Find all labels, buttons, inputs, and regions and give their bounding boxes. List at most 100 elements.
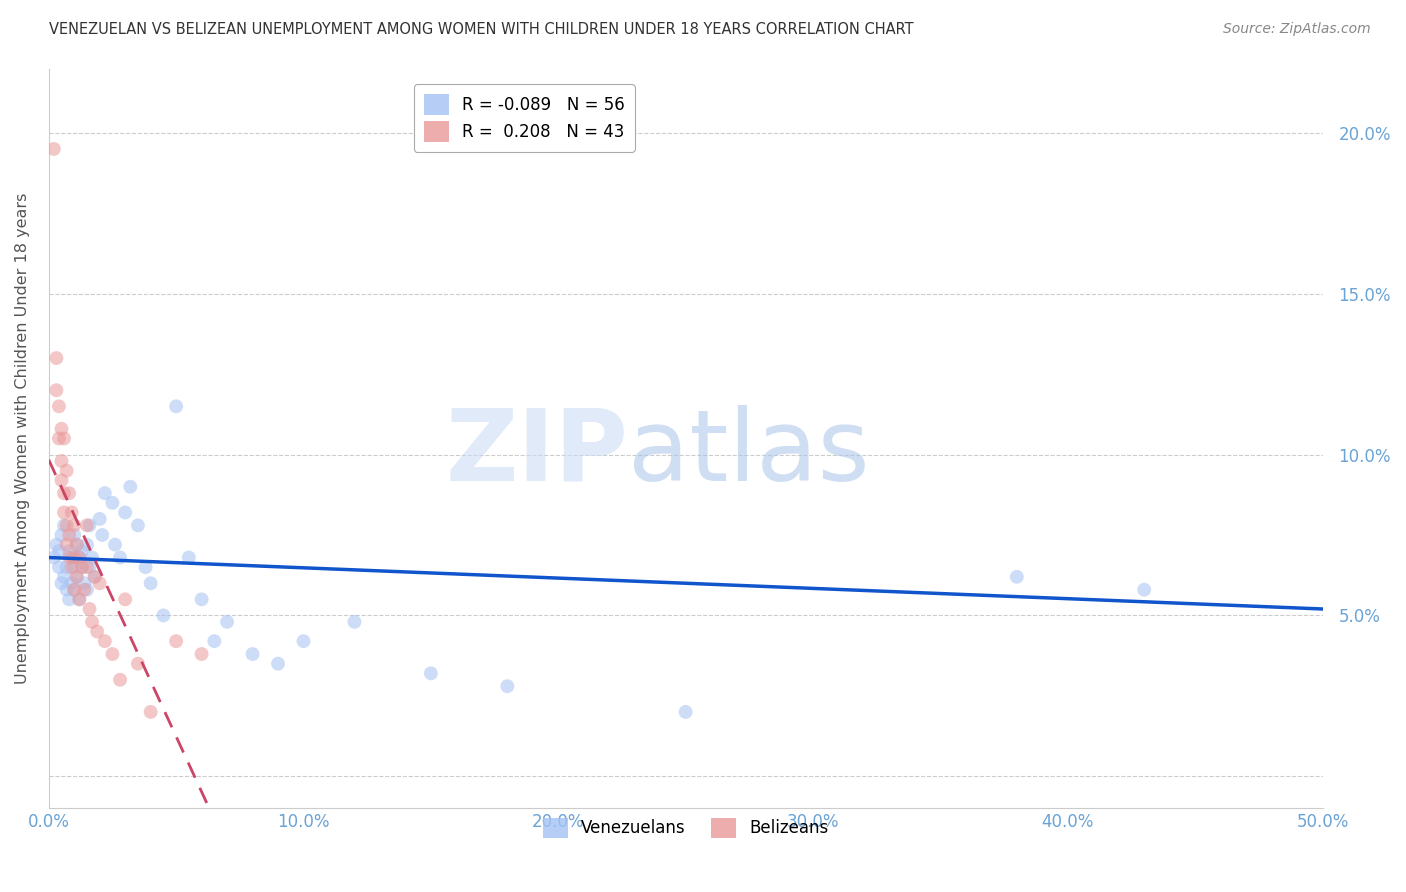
Point [108, 550, 131, 565]
Point [53, 486, 76, 500]
Point [66, 538, 89, 552]
Point [55, 464, 77, 478]
Point [53, 518, 76, 533]
Point [94, 486, 117, 500]
Point [53, 506, 76, 520]
Point [70, 560, 93, 574]
Point [63, 582, 86, 597]
Point [80, 550, 103, 565]
Point [63, 582, 86, 597]
Point [67, 592, 90, 607]
Point [73, 576, 96, 591]
Point [675, 705, 697, 719]
Point [79, 560, 101, 574]
Point [55, 538, 77, 552]
Point [76, 518, 98, 533]
Text: ZIP: ZIP [446, 405, 628, 502]
Point [58, 486, 80, 500]
Point [76, 582, 98, 597]
Point [267, 657, 290, 671]
Point [70, 560, 93, 574]
Point [242, 647, 264, 661]
Point [79, 602, 101, 616]
Point [114, 506, 136, 520]
Point [101, 647, 124, 661]
Point [51, 528, 73, 542]
Point [42, 142, 65, 156]
Point [108, 673, 131, 687]
Point [67, 592, 90, 607]
Point [66, 538, 89, 552]
Point [51, 422, 73, 436]
Point [76, 560, 98, 574]
Point [53, 432, 76, 446]
Point [53, 570, 76, 584]
Point [73, 582, 96, 597]
Text: atlas: atlas [628, 405, 870, 502]
Point [139, 705, 162, 719]
Point [83, 570, 105, 584]
Point [45, 538, 67, 552]
Point [292, 634, 315, 648]
Point [55, 582, 77, 597]
Point [80, 615, 103, 629]
Point [48, 432, 70, 446]
Point [1133, 582, 1156, 597]
Point [55, 518, 77, 533]
Point [48, 544, 70, 558]
Text: VENEZUELAN VS BELIZEAN UNEMPLOYMENT AMONG WOMEN WITH CHILDREN UNDER 18 YEARS COR: VENEZUELAN VS BELIZEAN UNEMPLOYMENT AMON… [49, 22, 914, 37]
Point [51, 473, 73, 487]
Point [89, 576, 111, 591]
Point [58, 528, 80, 542]
Point [58, 544, 80, 558]
Point [66, 570, 89, 584]
Y-axis label: Unemployment Among Women with Children Under 18 years: Unemployment Among Women with Children U… [15, 193, 30, 684]
Point [190, 647, 212, 661]
Point [190, 592, 212, 607]
Point [67, 550, 90, 565]
Point [89, 512, 111, 526]
Text: Source: ZipAtlas.com: Source: ZipAtlas.com [1223, 22, 1371, 37]
Point [58, 592, 80, 607]
Point [63, 560, 86, 574]
Point [86, 624, 108, 639]
Point [127, 518, 149, 533]
Point [48, 560, 70, 574]
Point [48, 400, 70, 414]
Point [60, 550, 83, 565]
Point [135, 560, 157, 574]
Point [60, 560, 83, 574]
Point [42, 550, 65, 565]
Point [63, 550, 86, 565]
Point [94, 634, 117, 648]
Point [165, 400, 187, 414]
Point [152, 608, 174, 623]
Point [76, 538, 98, 552]
Point [51, 454, 73, 468]
Point [165, 634, 187, 648]
Point [58, 550, 80, 565]
Point [63, 518, 86, 533]
Point [45, 351, 67, 365]
Point [127, 657, 149, 671]
Point [104, 538, 127, 552]
Point [139, 576, 162, 591]
Point [343, 615, 366, 629]
Point [55, 560, 77, 574]
Point [177, 550, 200, 565]
Point [66, 570, 89, 584]
Point [91, 528, 114, 542]
Point [114, 592, 136, 607]
Legend: Venezuelans, Belizeans: Venezuelans, Belizeans [536, 811, 835, 845]
Point [217, 615, 239, 629]
Point [60, 506, 83, 520]
Point [60, 576, 83, 591]
Point [70, 544, 93, 558]
Point [1005, 570, 1028, 584]
Point [63, 528, 86, 542]
Point [496, 679, 519, 693]
Point [83, 570, 105, 584]
Point [79, 518, 101, 533]
Point [101, 496, 124, 510]
Point [51, 576, 73, 591]
